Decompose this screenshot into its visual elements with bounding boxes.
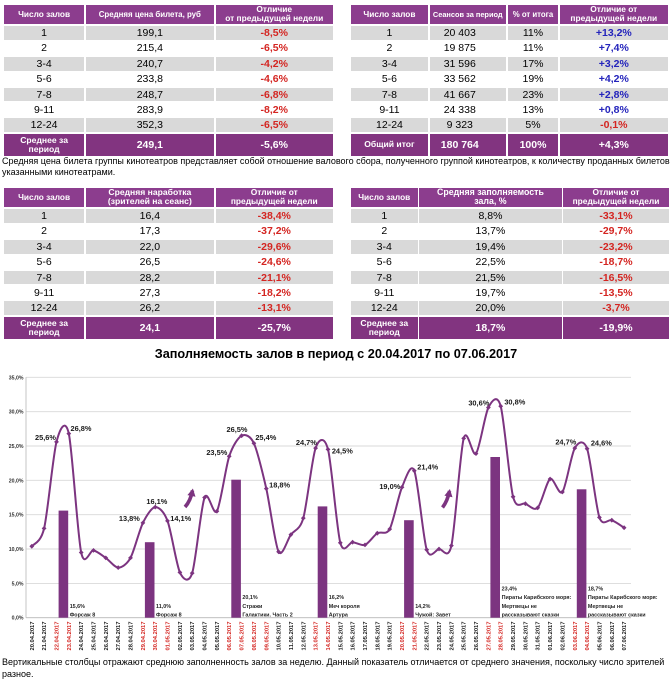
svg-text:22.05.2017: 22.05.2017 <box>425 622 431 651</box>
svg-text:01.05.2017: 01.05.2017 <box>166 622 172 651</box>
svg-text:20.05.2017: 20.05.2017 <box>400 622 406 651</box>
svg-text:0,0%: 0,0% <box>12 616 24 622</box>
svg-text:10,0%: 10,0% <box>9 547 24 553</box>
svg-text:15,0%: 15,0% <box>9 513 24 519</box>
svg-text:19.05.2017: 19.05.2017 <box>388 622 394 651</box>
svg-text:02.06.2017: 02.06.2017 <box>560 622 566 651</box>
svg-text:Мертвецы не: Мертвецы не <box>588 604 623 610</box>
svg-text:Меч короля: Меч короля <box>329 604 360 610</box>
svg-text:Пираты Карибского моря:: Пираты Карибского моря: <box>502 594 572 601</box>
svg-text:07.05.2017: 07.05.2017 <box>240 622 246 651</box>
svg-text:24.05.2017: 24.05.2017 <box>449 622 455 651</box>
svg-text:21.05.2017: 21.05.2017 <box>412 622 418 651</box>
svg-text:29.05.2017: 29.05.2017 <box>511 622 517 651</box>
svg-text:30,6%: 30,6% <box>468 399 489 408</box>
svg-text:23,4%: 23,4% <box>502 587 517 593</box>
svg-text:11,0%: 11,0% <box>156 604 171 610</box>
svg-text:13,8%: 13,8% <box>119 514 140 523</box>
svg-text:14.05.2017: 14.05.2017 <box>326 622 332 651</box>
svg-text:Форсаж 8: Форсаж 8 <box>156 613 182 619</box>
svg-text:20,1%: 20,1% <box>242 595 257 601</box>
svg-text:31.05.2017: 31.05.2017 <box>536 622 542 651</box>
svg-text:24.04.2017: 24.04.2017 <box>79 622 85 651</box>
svg-text:10.05.2017: 10.05.2017 <box>277 622 283 651</box>
svg-text:35,0%: 35,0% <box>9 375 24 381</box>
svg-text:24,6%: 24,6% <box>591 439 612 448</box>
svg-text:21.04.2017: 21.04.2017 <box>42 622 48 651</box>
svg-text:08.05.2017: 08.05.2017 <box>252 622 258 651</box>
svg-text:25,0%: 25,0% <box>9 444 24 450</box>
svg-text:Форсаж 8: Форсаж 8 <box>70 613 96 619</box>
svg-text:5,0%: 5,0% <box>12 581 24 587</box>
svg-text:13.05.2017: 13.05.2017 <box>314 622 320 651</box>
svg-text:16.05.2017: 16.05.2017 <box>351 622 357 651</box>
svg-text:26.05.2017: 26.05.2017 <box>474 622 480 651</box>
svg-text:19,0%: 19,0% <box>379 482 400 491</box>
svg-text:15.05.2017: 15.05.2017 <box>338 622 344 651</box>
svg-text:04.05.2017: 04.05.2017 <box>203 622 209 651</box>
svg-text:Галактики. Часть 2: Галактики. Часть 2 <box>242 613 292 619</box>
svg-text:Мертвецы не: Мертвецы не <box>502 604 537 610</box>
svg-text:23.05.2017: 23.05.2017 <box>437 622 443 651</box>
svg-text:29.04.2017: 29.04.2017 <box>141 622 147 651</box>
svg-text:03.05.2017: 03.05.2017 <box>190 622 196 651</box>
svg-text:12.05.2017: 12.05.2017 <box>301 622 307 651</box>
svg-text:24,7%: 24,7% <box>555 437 576 446</box>
svg-text:Пираты Карибского моря:: Пираты Карибского моря: <box>588 594 658 601</box>
svg-text:28.05.2017: 28.05.2017 <box>499 622 505 651</box>
svg-text:25.04.2017: 25.04.2017 <box>92 622 98 651</box>
svg-text:30,0%: 30,0% <box>9 410 24 416</box>
svg-text:02.05.2017: 02.05.2017 <box>178 622 184 651</box>
svg-text:03.06.2017: 03.06.2017 <box>573 622 579 651</box>
svg-text:09.05.2017: 09.05.2017 <box>264 622 270 651</box>
svg-text:26,8%: 26,8% <box>71 424 92 433</box>
svg-text:27.04.2017: 27.04.2017 <box>116 622 122 651</box>
svg-text:18,7%: 18,7% <box>588 587 603 593</box>
svg-text:25,6%: 25,6% <box>35 433 56 442</box>
svg-text:26.04.2017: 26.04.2017 <box>104 622 110 651</box>
svg-text:20.04.2017: 20.04.2017 <box>30 622 36 651</box>
svg-text:рассказывают сказки: рассказывают сказки <box>588 613 646 619</box>
svg-text:14,2%: 14,2% <box>415 604 430 610</box>
svg-text:22.04.2017: 22.04.2017 <box>55 622 61 651</box>
svg-text:23,5%: 23,5% <box>206 448 227 457</box>
svg-text:28.04.2017: 28.04.2017 <box>129 622 135 651</box>
svg-text:05.06.2017: 05.06.2017 <box>597 622 603 651</box>
svg-text:21,4%: 21,4% <box>417 462 438 471</box>
svg-text:25,4%: 25,4% <box>255 433 276 442</box>
svg-text:23.04.2017: 23.04.2017 <box>67 622 73 651</box>
svg-text:18.05.2017: 18.05.2017 <box>375 622 381 651</box>
svg-text:рассказывают сказки: рассказывают сказки <box>502 613 560 619</box>
svg-text:11.05.2017: 11.05.2017 <box>289 622 295 651</box>
svg-text:30,8%: 30,8% <box>504 398 525 407</box>
svg-text:30.04.2017: 30.04.2017 <box>153 622 159 651</box>
svg-text:30.05.2017: 30.05.2017 <box>523 622 529 651</box>
svg-text:14,1%: 14,1% <box>170 514 191 523</box>
svg-text:15,6%: 15,6% <box>70 604 85 610</box>
svg-text:Артура: Артура <box>329 613 349 619</box>
svg-text:24,5%: 24,5% <box>332 446 353 455</box>
svg-text:Чужой: Завет: Чужой: Завет <box>415 612 451 619</box>
svg-text:Стражи: Стражи <box>242 604 262 610</box>
svg-text:01.06.2017: 01.06.2017 <box>548 622 554 651</box>
svg-text:07.06.2017: 07.06.2017 <box>622 622 628 651</box>
svg-text:17.05.2017: 17.05.2017 <box>363 622 369 651</box>
svg-text:25.05.2017: 25.05.2017 <box>462 622 468 651</box>
svg-text:18,8%: 18,8% <box>269 481 290 490</box>
svg-text:04.06.2017: 04.06.2017 <box>585 622 591 651</box>
svg-text:06.06.2017: 06.06.2017 <box>610 622 616 651</box>
svg-text:05.05.2017: 05.05.2017 <box>215 622 221 651</box>
svg-text:20,0%: 20,0% <box>9 478 24 484</box>
svg-text:27.05.2017: 27.05.2017 <box>486 622 492 651</box>
svg-text:16,1%: 16,1% <box>146 497 167 506</box>
svg-text:16,2%: 16,2% <box>329 595 344 601</box>
svg-text:24,7%: 24,7% <box>296 438 317 447</box>
svg-text:26,5%: 26,5% <box>227 425 248 434</box>
svg-text:06.05.2017: 06.05.2017 <box>227 622 233 651</box>
